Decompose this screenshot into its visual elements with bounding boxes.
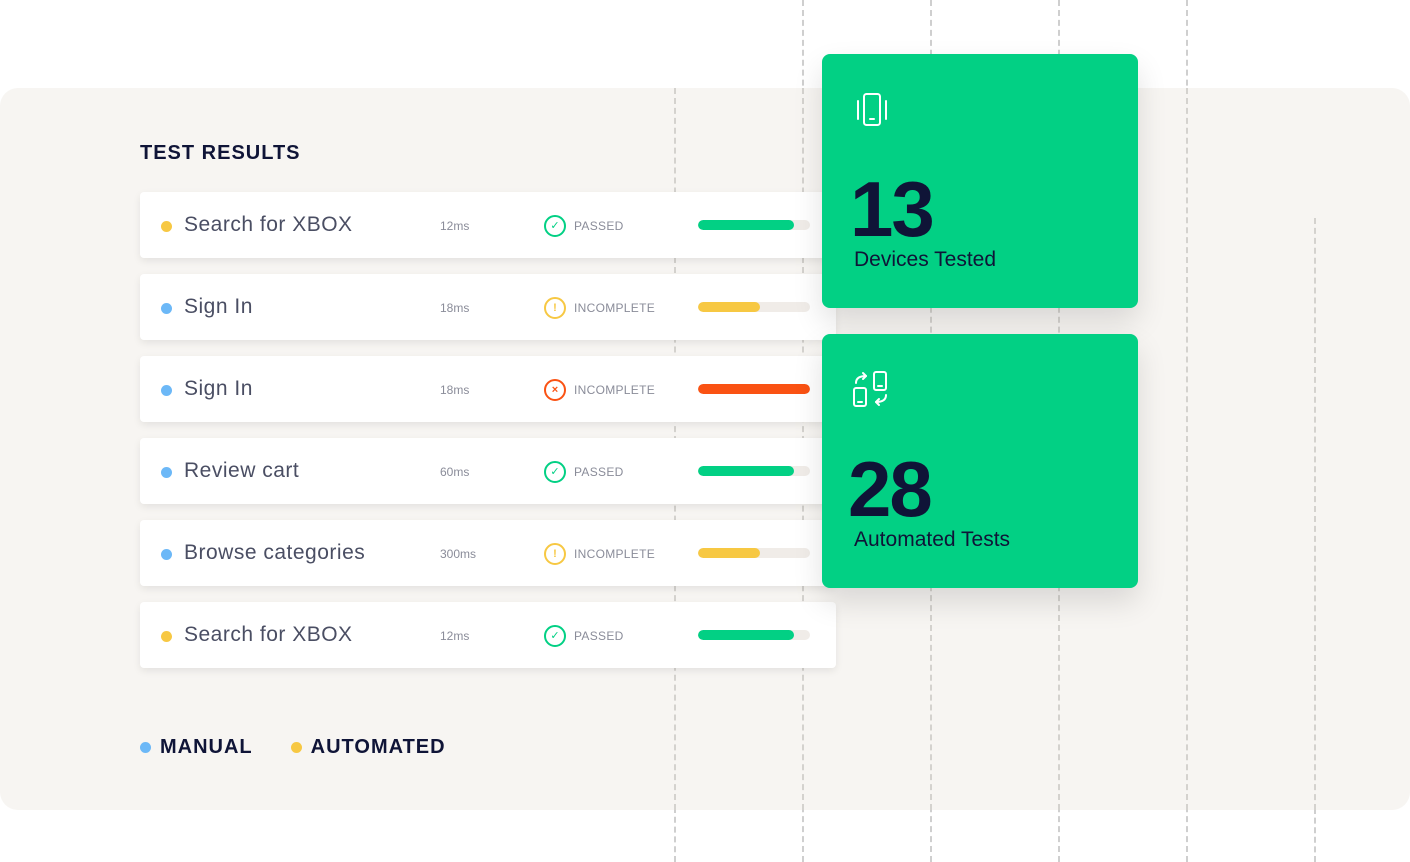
legend-dot (140, 742, 151, 753)
test-results-list: Search for XBOX 12ms ✓ PASSED Sign In 18ms! IN… (140, 192, 836, 684)
device-sync-icon (852, 370, 890, 413)
legend-label: AUTOMATED (310, 736, 446, 758)
check-circle-icon: ✓ (544, 625, 566, 647)
test-result-row[interactable]: Search for XBOX 12ms ✓ PASSED (140, 602, 836, 668)
legend-dot (290, 742, 302, 753)
test-result-row[interactable]: Sign In 18ms × INCOMPLETE (140, 356, 836, 422)
progress-bar-fill (698, 384, 810, 394)
test-status: PASSED (574, 629, 624, 643)
test-type-dot (161, 467, 172, 478)
progress-bar-fill (698, 220, 795, 230)
card-number: 28 (848, 445, 933, 533)
test-duration: 12ms (440, 629, 470, 643)
test-type-dot (161, 385, 172, 396)
devices-tested-card: 13 Devices Tested (822, 54, 1138, 308)
legend-item-automated: AUTOMATED (290, 736, 446, 759)
test-type-dot (161, 631, 172, 642)
test-result-row[interactable]: Search for XBOX 12ms ✓ PASSED (140, 192, 836, 258)
section-title: TEST RESULTS (140, 142, 301, 164)
test-result-row[interactable]: Review cart 60ms ✓ PASSED (140, 438, 836, 504)
test-result-row[interactable]: Sign In 18ms! INCOMPLETE (140, 274, 836, 340)
test-duration: 18ms (440, 301, 470, 315)
automated-tests-card: 28 Automated Tests (822, 334, 1138, 588)
card-label: Devices Tested (854, 248, 997, 271)
check-circle-icon: ✓ (544, 461, 566, 483)
progress-bar-fill (698, 466, 795, 476)
test-status: INCOMPLETE (574, 383, 656, 397)
warning-circle-icon: ! (544, 297, 566, 319)
test-type-dot (161, 221, 172, 232)
progress-bar-fill (698, 548, 760, 558)
test-name: Review cart (184, 459, 300, 482)
test-status: INCOMPLETE (574, 301, 656, 315)
test-name: Search for XBOX (184, 213, 353, 236)
progress-bar (698, 384, 810, 394)
legend: MANUAL AUTOMATED (140, 736, 484, 759)
vibrating-phone-icon (854, 92, 890, 133)
test-status: PASSED (574, 219, 624, 233)
progress-bar (698, 302, 810, 312)
progress-bar (698, 630, 810, 640)
error-circle-icon: × (544, 379, 566, 401)
test-duration: 18ms (440, 383, 470, 397)
legend-label: MANUAL (160, 736, 253, 758)
progress-bar (698, 548, 810, 558)
progress-bar-fill (698, 630, 795, 640)
test-name: Sign In (184, 295, 253, 318)
test-name: Search for XBOX (184, 623, 353, 646)
test-duration: 12ms (440, 219, 470, 233)
test-status: INCOMPLETE (574, 547, 656, 561)
legend-item-manual: MANUAL (140, 736, 253, 759)
progress-bar (698, 466, 810, 476)
test-name: Browse categories (184, 541, 366, 564)
guide-line (1314, 760, 1316, 862)
test-result-row[interactable]: Browse categories 300ms! INCOMPLETE (140, 520, 836, 586)
progress-bar-fill (698, 302, 760, 312)
test-type-dot (161, 549, 172, 560)
test-type-dot (161, 303, 172, 314)
card-label: Automated Tests (854, 528, 1011, 551)
card-number: 13 (850, 165, 935, 253)
test-status: PASSED (574, 465, 624, 479)
test-duration: 300ms (440, 547, 477, 561)
check-circle-icon: ✓ (544, 215, 566, 237)
test-name: Sign In (184, 377, 253, 400)
warning-circle-icon: ! (544, 543, 566, 565)
test-duration: 60ms (440, 465, 470, 479)
progress-bar (698, 220, 810, 230)
